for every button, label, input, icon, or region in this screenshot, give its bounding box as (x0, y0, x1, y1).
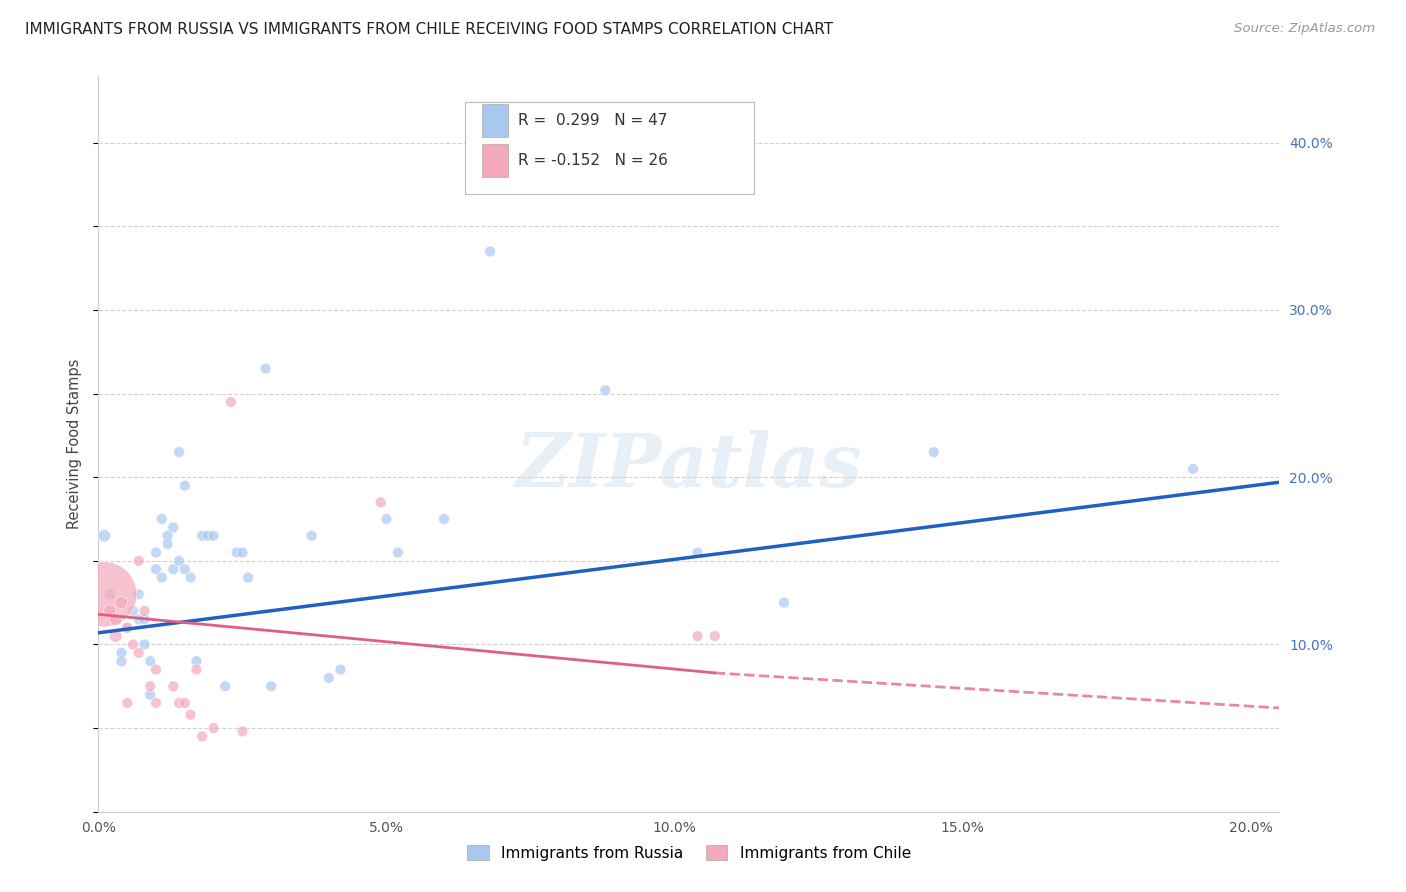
Point (162, 679, 184, 693)
Point (98, 604, 121, 618)
Point (128, 612, 150, 626)
Point (167, 554, 190, 568)
Point (167, 696, 190, 710)
Point (686, 629, 709, 643)
FancyBboxPatch shape (464, 102, 754, 194)
Point (128, 646, 150, 660)
Point (180, 707, 202, 722)
Point (156, 529, 179, 543)
Point (173, 478, 195, 492)
Point (186, 654, 208, 668)
Point (110, 654, 132, 668)
Text: IMMIGRANTS FROM RUSSIA VS IMMIGRANTS FROM CHILE RECEIVING FOOD STAMPS CORRELATIO: IMMIGRANTS FROM RUSSIA VS IMMIGRANTS FRO… (25, 22, 834, 37)
Point (329, 663, 352, 677)
Point (150, 571, 173, 585)
Point (254, 361, 277, 376)
Point (104, 612, 127, 626)
Point (479, 244, 502, 259)
Point (134, 604, 156, 618)
Point (162, 520, 184, 534)
Point (93, 529, 115, 543)
Point (93, 587, 115, 601)
Point (115, 696, 138, 710)
Point (115, 621, 138, 635)
Point (145, 696, 167, 710)
Text: R = -0.152   N = 26: R = -0.152 N = 26 (517, 153, 668, 168)
Point (433, 512, 456, 526)
Point (686, 545, 709, 559)
Point (122, 604, 145, 618)
Point (260, 679, 283, 693)
Point (238, 571, 260, 585)
Point (180, 571, 202, 585)
Text: R =  0.299   N = 47: R = 0.299 N = 47 (517, 113, 666, 128)
Point (202, 529, 225, 543)
Point (703, 629, 725, 643)
Point (98, 587, 121, 601)
Point (122, 637, 145, 651)
Point (387, 545, 409, 559)
Point (110, 596, 132, 610)
Point (173, 696, 195, 710)
Point (202, 721, 225, 735)
Point (186, 663, 208, 677)
Point (139, 679, 162, 693)
Point (139, 654, 162, 668)
Point (156, 537, 179, 551)
Legend: Immigrants from Russia, Immigrants from Chile: Immigrants from Russia, Immigrants from … (461, 838, 917, 867)
Point (128, 587, 150, 601)
Point (162, 562, 184, 576)
Point (318, 671, 340, 685)
Point (191, 730, 214, 744)
Point (150, 512, 173, 526)
FancyBboxPatch shape (482, 145, 508, 178)
Point (1182, 462, 1205, 476)
Y-axis label: Receiving Food Stamps: Receiving Food Stamps (67, 359, 83, 529)
Point (115, 621, 138, 635)
Point (370, 495, 392, 509)
Point (173, 562, 195, 576)
Point (134, 637, 156, 651)
Point (128, 554, 150, 568)
Point (595, 383, 617, 397)
Point (145, 663, 167, 677)
Point (214, 679, 236, 693)
Point (134, 612, 156, 626)
Point (197, 529, 219, 543)
Point (225, 545, 247, 559)
Point (191, 529, 214, 543)
Point (231, 545, 253, 559)
Point (375, 512, 398, 526)
Text: ZIPatlas: ZIPatlas (516, 430, 862, 502)
Point (139, 688, 162, 702)
Point (301, 529, 323, 543)
Point (773, 596, 796, 610)
FancyBboxPatch shape (482, 104, 508, 137)
Point (922, 445, 945, 459)
Point (104, 629, 127, 643)
Text: Source: ZipAtlas.com: Source: ZipAtlas.com (1234, 22, 1375, 36)
Point (145, 562, 167, 576)
Point (167, 445, 190, 459)
Point (110, 646, 132, 660)
Point (145, 545, 167, 559)
Point (231, 724, 253, 739)
Point (219, 395, 242, 409)
